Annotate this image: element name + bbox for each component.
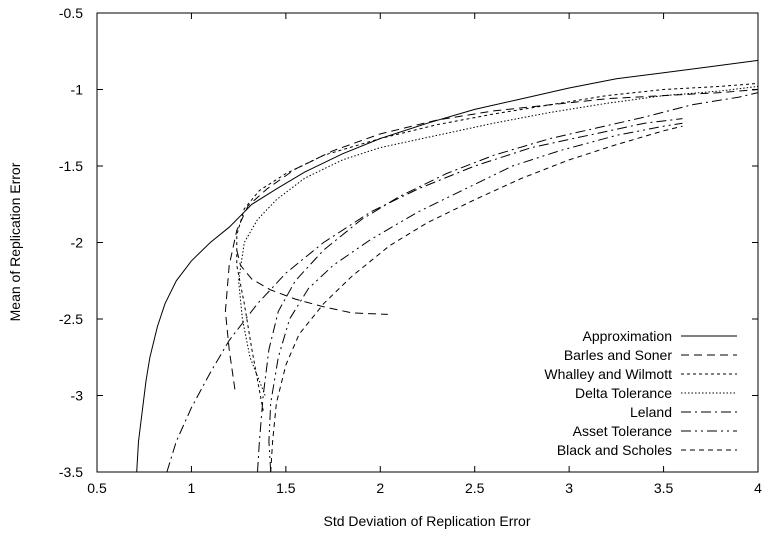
y-tick-label: -2.5 [59,311,83,327]
series-line-3 [236,82,759,411]
legend-label: Delta Tolerance [575,385,672,401]
x-tick-label: 1 [188,480,196,496]
series-layer [136,59,759,473]
x-tick-label: 4 [754,480,762,496]
y-tick-label: -0.5 [59,5,83,21]
series-line-2 [236,249,388,315]
series-line-4 [238,85,759,396]
y-tick-label: -3 [71,388,84,404]
x-tick-label: 2.5 [465,480,485,496]
x-tick-label: 0.5 [87,480,107,496]
y-tick-label: -1 [71,82,84,98]
x-tick-label: 2 [376,480,384,496]
legend-label: Whalley and Wilmott [544,366,672,382]
series-line-6 [257,92,759,473]
legend-label: Asset Tolerance [573,423,673,439]
series-line-8 [270,125,683,473]
legend-label: Leland [630,404,672,420]
x-axis-label: Std Deviation of Replication Error [324,513,531,529]
legend: Approximation Barles and Soner Whalley and… [544,328,737,458]
y-tick-label: -3.5 [59,464,83,480]
y-ticks: -3.5 -3 -2.5 -2 -1.5 -1 -0.5 [59,5,758,480]
x-ticks: 0.5 1 1.5 2 2.5 3 3.5 4 [87,13,762,496]
series-line-1 [224,89,759,390]
x-tick-label: 1.5 [276,480,296,496]
series-line-7 [268,122,683,473]
series-line-5 [166,118,683,473]
y-tick-label: -1.5 [59,158,83,174]
x-tick-label: 3.5 [654,480,674,496]
y-tick-label: -2 [71,235,84,251]
legend-label: Barles and Soner [564,347,673,363]
y-axis-label: Mean of Replication Error [7,162,23,321]
legend-label: Approximation [583,328,673,344]
series-line-0 [136,59,759,473]
x-tick-label: 3 [565,480,573,496]
legend-label: Black and Scholes [557,442,672,458]
